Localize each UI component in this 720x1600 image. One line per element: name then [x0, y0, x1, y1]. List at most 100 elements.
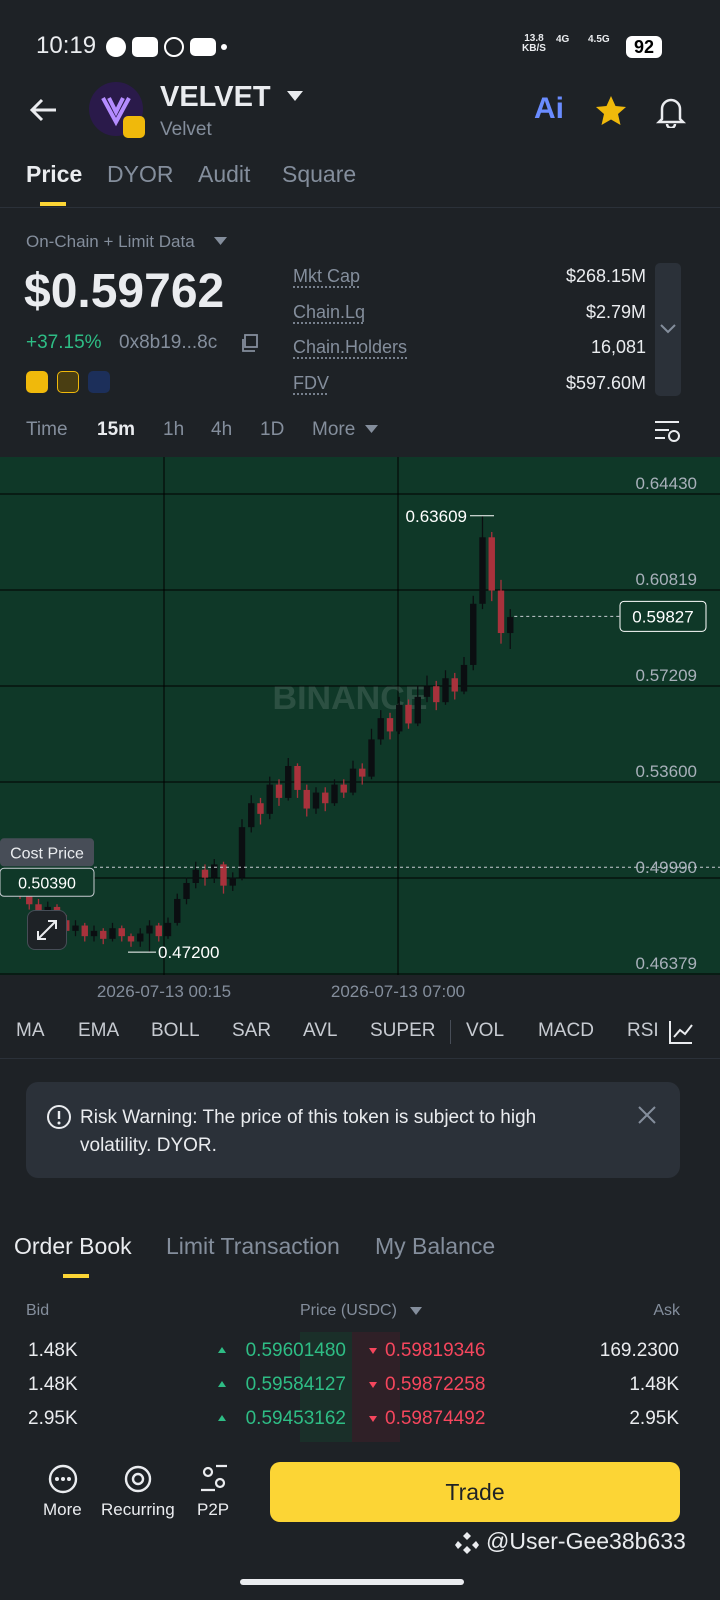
indicator[interactable]: BOLL — [151, 1020, 200, 1041]
caret — [410, 1307, 422, 1315]
candle-body — [137, 933, 144, 942]
candle-body — [26, 893, 33, 905]
ask-price: 0.59872258 — [385, 1374, 486, 1395]
candle-body — [451, 678, 458, 692]
indicator-settings[interactable] — [668, 1019, 694, 1045]
interval[interactable]: 1D — [260, 419, 285, 440]
indicator[interactable]: VOL — [466, 1020, 505, 1041]
bid-price: 0.59453162 — [245, 1408, 346, 1429]
tab[interactable]: Square — [282, 161, 357, 187]
candle-body — [396, 704, 403, 732]
candle-body — [368, 739, 375, 777]
indicator[interactable]: SAR — [232, 1020, 272, 1041]
tab[interactable]: Price — [26, 161, 83, 187]
cost-title: Cost Price — [10, 845, 84, 862]
candle-body — [294, 765, 301, 790]
candle-body — [423, 686, 431, 697]
candle-body — [331, 784, 338, 804]
copy-icon[interactable] — [240, 334, 258, 352]
recurring-icon[interactable] — [122, 1463, 154, 1495]
candle-body — [322, 792, 329, 804]
depth-bid — [300, 1332, 352, 1442]
candle-body — [433, 686, 440, 703]
risk-warning: Risk Warning: The price of this token is… — [26, 1082, 680, 1178]
badge — [88, 371, 110, 393]
nav-label[interactable]: P2P — [197, 1500, 230, 1519]
ask-size: 1.48K — [629, 1374, 679, 1395]
interval[interactable]: 4h — [211, 419, 233, 440]
bid-arrow — [218, 1381, 226, 1387]
x-tick-label: 2026-07-13 07:00 — [331, 982, 465, 1001]
candle-body — [497, 590, 505, 634]
expand-stats[interactable] — [655, 263, 681, 396]
bid-header: Bid — [26, 1302, 50, 1319]
candle-body — [248, 803, 255, 828]
trade-button[interactable]: Trade — [270, 1462, 680, 1522]
nav-label[interactable]: More — [43, 1500, 82, 1519]
y-tick-label: 0.64430 — [636, 474, 697, 493]
tab[interactable]: DYOR — [107, 161, 174, 187]
divider — [0, 1058, 720, 1059]
candle-body — [81, 925, 88, 937]
candle-body — [90, 930, 98, 937]
tab[interactable]: Audit — [198, 161, 251, 187]
star-icon[interactable] — [594, 94, 628, 128]
stat-label: Chain.Lq — [293, 301, 366, 322]
fullscreen-button[interactable] — [27, 910, 67, 950]
bid-arrow — [218, 1347, 226, 1353]
price-chart: BINANCE 2026-07-13 00:15 2026-07-13 07:0… — [0, 457, 720, 1001]
badge — [57, 371, 79, 393]
indicator[interactable]: MA — [16, 1020, 45, 1041]
indicator[interactable]: EMA — [78, 1020, 120, 1041]
yt-icon — [190, 38, 216, 56]
candle-body — [460, 664, 468, 692]
chart-settings[interactable] — [654, 418, 682, 444]
candle-body — [340, 784, 347, 793]
data-source[interactable]: On-Chain + Limit Data — [26, 232, 195, 251]
ask-arrow — [369, 1416, 377, 1422]
back-icon[interactable] — [28, 94, 60, 126]
interval[interactable]: 1h — [163, 419, 185, 440]
candle-body — [183, 882, 190, 899]
stat-label: FDV — [293, 372, 329, 393]
divider — [0, 207, 720, 208]
price-header[interactable]: Price (USDC) — [300, 1302, 397, 1319]
address: 0x8b19...8c — [119, 332, 218, 353]
tab-indicator — [40, 202, 66, 206]
candle-body — [349, 768, 357, 793]
cost-price-label: 0.50390 — [18, 875, 76, 892]
info-icon — [47, 1105, 71, 1129]
more-icon[interactable] — [47, 1463, 79, 1495]
book-tab[interactable]: Order Book — [14, 1233, 132, 1259]
p2p-icon[interactable] — [198, 1463, 230, 1495]
candle-body — [285, 765, 292, 798]
close-icon[interactable] — [636, 1104, 658, 1126]
candle-body — [201, 869, 209, 878]
ai-button[interactable]: Ai — [534, 92, 564, 125]
book-tab[interactable]: Limit Transaction — [166, 1233, 340, 1259]
y-tick-label: 0.53600 — [636, 762, 697, 781]
candle-body — [507, 617, 514, 634]
indicator[interactable]: AVL — [303, 1020, 338, 1041]
candle-body — [72, 925, 79, 931]
bid-arrow — [218, 1415, 226, 1421]
interval[interactable]: Time — [26, 419, 68, 440]
price: $0.59762 — [24, 265, 225, 318]
indicator[interactable]: RSI — [627, 1020, 657, 1041]
name-caret[interactable] — [286, 90, 304, 102]
candle-body — [488, 537, 495, 591]
candle-body — [238, 827, 246, 878]
stat-label: Mkt Cap — [293, 266, 361, 286]
warning-text: Risk Warning: The price of this token is… — [80, 1107, 537, 1156]
interval[interactable]: More — [312, 419, 356, 440]
indicator[interactable]: SUPER — [370, 1020, 436, 1041]
book-tab[interactable]: My Balance — [375, 1233, 496, 1259]
interval[interactable]: 15m — [97, 419, 136, 440]
nav-label[interactable]: Recurring — [101, 1500, 175, 1519]
fb-icon — [106, 37, 126, 57]
indicator[interactable]: MACD — [538, 1020, 594, 1041]
net-speed: 13.8 KB/S — [522, 34, 546, 54]
candle-body — [146, 925, 153, 934]
token-name: VELVET — [160, 81, 271, 113]
bell-icon[interactable] — [654, 94, 688, 128]
